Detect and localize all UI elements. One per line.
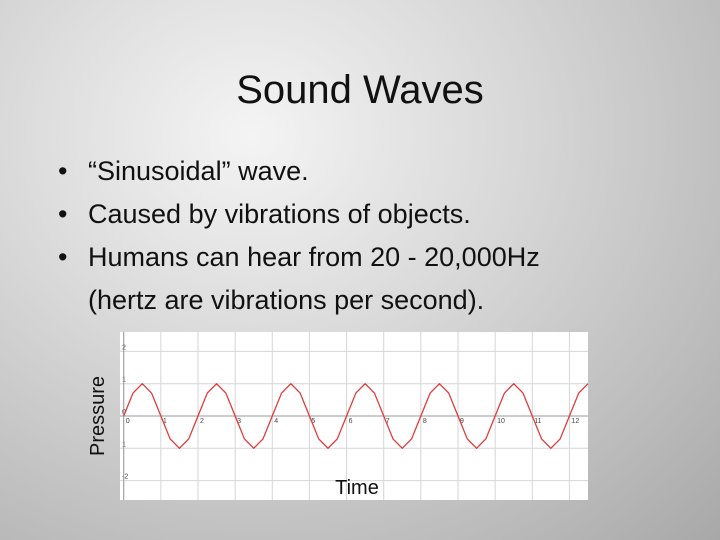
bullet-text: (hertz are vibrations per second). — [88, 285, 485, 315]
bullet: Caused by vibrations of objects. — [58, 193, 540, 236]
x-tick-label: 4 — [274, 418, 278, 425]
x-tick-label: 6 — [349, 418, 353, 425]
x-tick-label: 9 — [460, 418, 464, 425]
bullet: “Sinusoidal” wave. — [58, 150, 540, 193]
x-axis-label: Time — [335, 477, 379, 499]
bullet-text: Caused by vibrations of objects. — [88, 199, 471, 229]
title: Sound Waves — [236, 68, 484, 112]
x-tick-label: 1 — [163, 418, 167, 425]
bullet-text: Humans can hear from 20 - 20,000Hz — [88, 242, 540, 272]
x-tick-label: 2 — [200, 418, 204, 425]
bullet: Humans can hear from 20 - 20,000Hz (hertz… — [58, 236, 540, 322]
x-tick-label: 7 — [386, 418, 390, 425]
x-tick-label: 0 — [126, 418, 130, 425]
x-tick-label: 5 — [311, 418, 315, 425]
x-tick-label: 3 — [237, 418, 241, 425]
bullet-text: “Sinusoidal” wave. — [88, 156, 309, 186]
y-tick-label: -2 — [122, 474, 128, 481]
x-tick-label: 11 — [534, 418, 541, 425]
bullet-list: “Sinusoidal” wave. Caused by vibrations o… — [58, 150, 540, 322]
x-tick-label: 12 — [571, 418, 579, 425]
x-tick-label: 8 — [423, 418, 427, 425]
y-axis-label: Pressure — [87, 376, 109, 456]
x-tick-label: 10 — [497, 418, 505, 425]
wave-line — [123, 383, 589, 449]
